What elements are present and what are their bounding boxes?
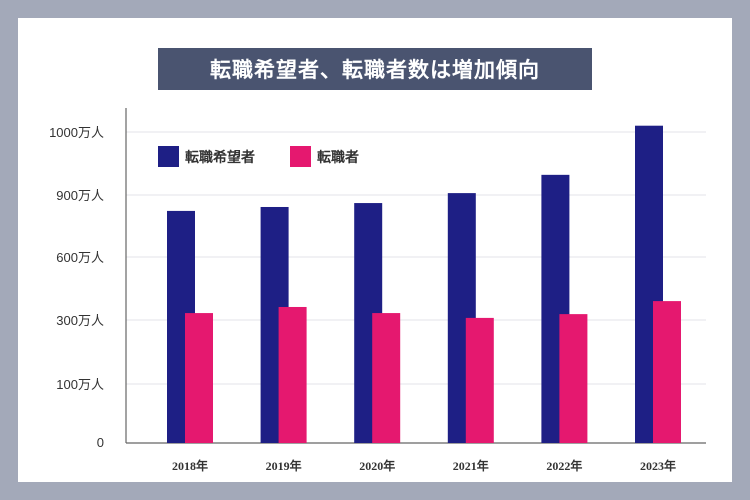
legend-label: 転職希望者 xyxy=(185,149,255,166)
x-tick-label: 2019年 xyxy=(266,458,302,473)
y-tick-label: 100万人 xyxy=(56,377,104,392)
bar-job-changers xyxy=(185,313,213,443)
y-tick-label: 1000万人 xyxy=(49,125,104,140)
y-tick-label: 300万人 xyxy=(56,313,104,328)
legend-swatch xyxy=(290,146,311,167)
bar-job-changers xyxy=(653,301,681,443)
bar-job-changers xyxy=(372,313,401,443)
x-tick-label: 2023年 xyxy=(640,458,676,473)
x-tick-label: 2022年 xyxy=(546,458,582,473)
x-tick-label: 2021年 xyxy=(453,458,489,473)
y-tick-label: 0 xyxy=(97,435,104,450)
bar-job-changers xyxy=(559,314,588,443)
x-tick-label: 2018年 xyxy=(172,458,208,473)
x-tick-label: 2020年 xyxy=(359,458,395,473)
legend-swatch xyxy=(158,146,179,167)
y-tick-label: 900万人 xyxy=(56,188,104,203)
bar-job-changers xyxy=(278,306,307,443)
legend-label: 転職者 xyxy=(317,149,359,166)
bar-job-changers xyxy=(465,317,494,443)
y-tick-label: 600万人 xyxy=(56,250,104,265)
chart-title: 転職希望者、転職者数は増加傾向 xyxy=(158,48,592,90)
